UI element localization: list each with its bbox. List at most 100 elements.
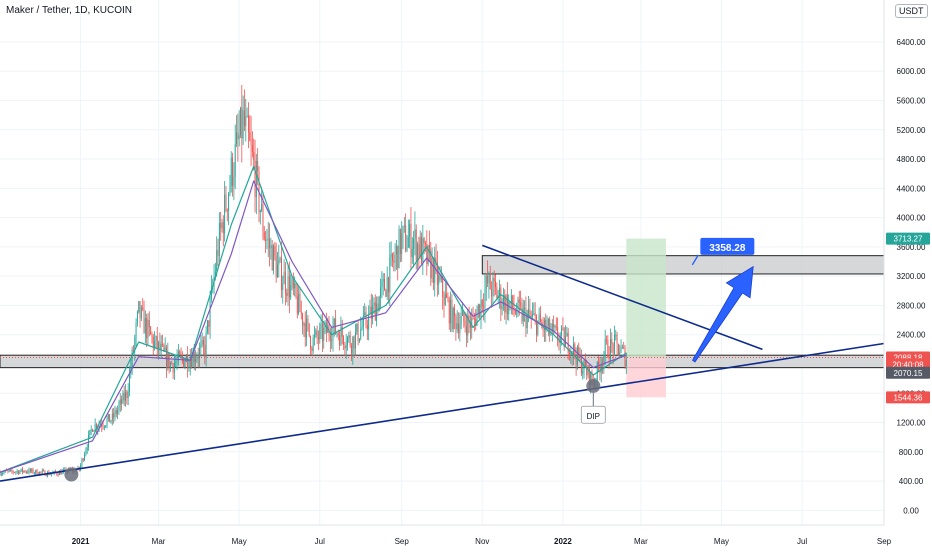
candle-body [383, 279, 384, 281]
candle-body [89, 430, 90, 435]
candle-body [610, 339, 611, 359]
candle-body [166, 348, 167, 368]
candle-body [220, 223, 221, 228]
candle-body [137, 312, 138, 323]
candle-body [41, 472, 42, 473]
candle-body [457, 323, 458, 329]
candle-body [237, 132, 238, 138]
y-tick-label: 400.00 [899, 477, 924, 486]
candle-body [607, 340, 608, 357]
candle-body [232, 158, 233, 186]
y-tick-label: 6400.00 [897, 38, 926, 47]
candle-body [175, 362, 176, 363]
candle-body [273, 246, 274, 270]
candle-body [495, 281, 496, 287]
candle-body [395, 255, 396, 263]
candle-body [225, 195, 226, 210]
candle-body [362, 327, 363, 329]
candle-body [529, 309, 530, 315]
candle-body [196, 357, 197, 359]
candle-body [420, 237, 421, 257]
candle-body [458, 323, 459, 333]
candle-body [599, 366, 600, 372]
candle-body [171, 363, 172, 364]
candle-body [384, 279, 385, 290]
candle-body [85, 450, 86, 454]
candle-body [453, 308, 454, 329]
candle-body [200, 344, 201, 348]
y-tick-label: 6000.00 [897, 67, 926, 76]
candle-body [626, 360, 627, 366]
candle-body [488, 274, 489, 283]
candle-body [208, 320, 209, 326]
candle-body [199, 348, 200, 358]
candle-body [7, 471, 8, 472]
candle-body [95, 424, 96, 430]
y-tick-label: 3200.00 [897, 272, 926, 281]
candle-body [35, 470, 36, 473]
symbol-title[interactable]: Maker / Tether, 1D, KUCOIN [6, 5, 132, 16]
candle-body [114, 410, 115, 417]
currency-badge[interactable]: USDT [895, 4, 928, 18]
candle-body [339, 336, 340, 346]
candle-body [140, 301, 141, 318]
x-tick-label: Mar [634, 537, 648, 546]
candle-body [414, 229, 415, 238]
candle-body [157, 336, 158, 349]
candle-body [315, 330, 316, 335]
candle-body [613, 344, 614, 354]
candle-body [18, 471, 19, 474]
candle-body [623, 347, 624, 348]
candle-body [282, 284, 283, 290]
candle-body [11, 469, 12, 471]
candle-body [410, 224, 411, 257]
candle-body [108, 414, 109, 419]
candle-body [539, 314, 540, 320]
candle-body [46, 476, 47, 477]
candle-body [321, 324, 322, 328]
candle-body [348, 335, 349, 337]
moving-averages [0, 166, 626, 472]
candle-body [548, 319, 549, 326]
candle-body [210, 300, 211, 327]
candle-body [149, 320, 150, 327]
candle-body [334, 319, 335, 327]
candle-body [169, 353, 170, 369]
candle-body [352, 336, 353, 353]
candle-body [494, 278, 495, 281]
candle-body [1, 474, 2, 475]
candle-body [299, 294, 300, 312]
candle-body [298, 294, 299, 314]
zone-resistance [482, 256, 884, 274]
candle-body [317, 330, 318, 337]
candle-body [338, 333, 339, 335]
candle-body [23, 471, 24, 472]
candle-body [153, 337, 154, 348]
candle-body [318, 337, 319, 339]
candle-body [194, 352, 195, 362]
candle-body [455, 317, 456, 330]
candle-body [368, 314, 369, 329]
candle-body [146, 318, 147, 338]
y-tick-label: 5200.00 [897, 126, 926, 135]
candle-body [43, 471, 44, 472]
candle-body [481, 300, 482, 317]
candle-body [313, 337, 314, 351]
candle-body [454, 308, 455, 317]
candle-body [466, 326, 467, 335]
candle-body [483, 307, 484, 308]
candle-body [104, 426, 105, 427]
candle-body [508, 302, 509, 314]
y-axis[interactable]: 6400.006000.005600.005200.004800.004400.… [884, 0, 926, 525]
candle-body [281, 258, 282, 290]
candle-body [376, 304, 377, 321]
candle-body [350, 335, 351, 345]
candle-body [195, 359, 196, 361]
candle-body [257, 161, 258, 171]
candle-body [33, 469, 34, 473]
candle-body [473, 318, 474, 319]
candle-body [544, 320, 545, 330]
